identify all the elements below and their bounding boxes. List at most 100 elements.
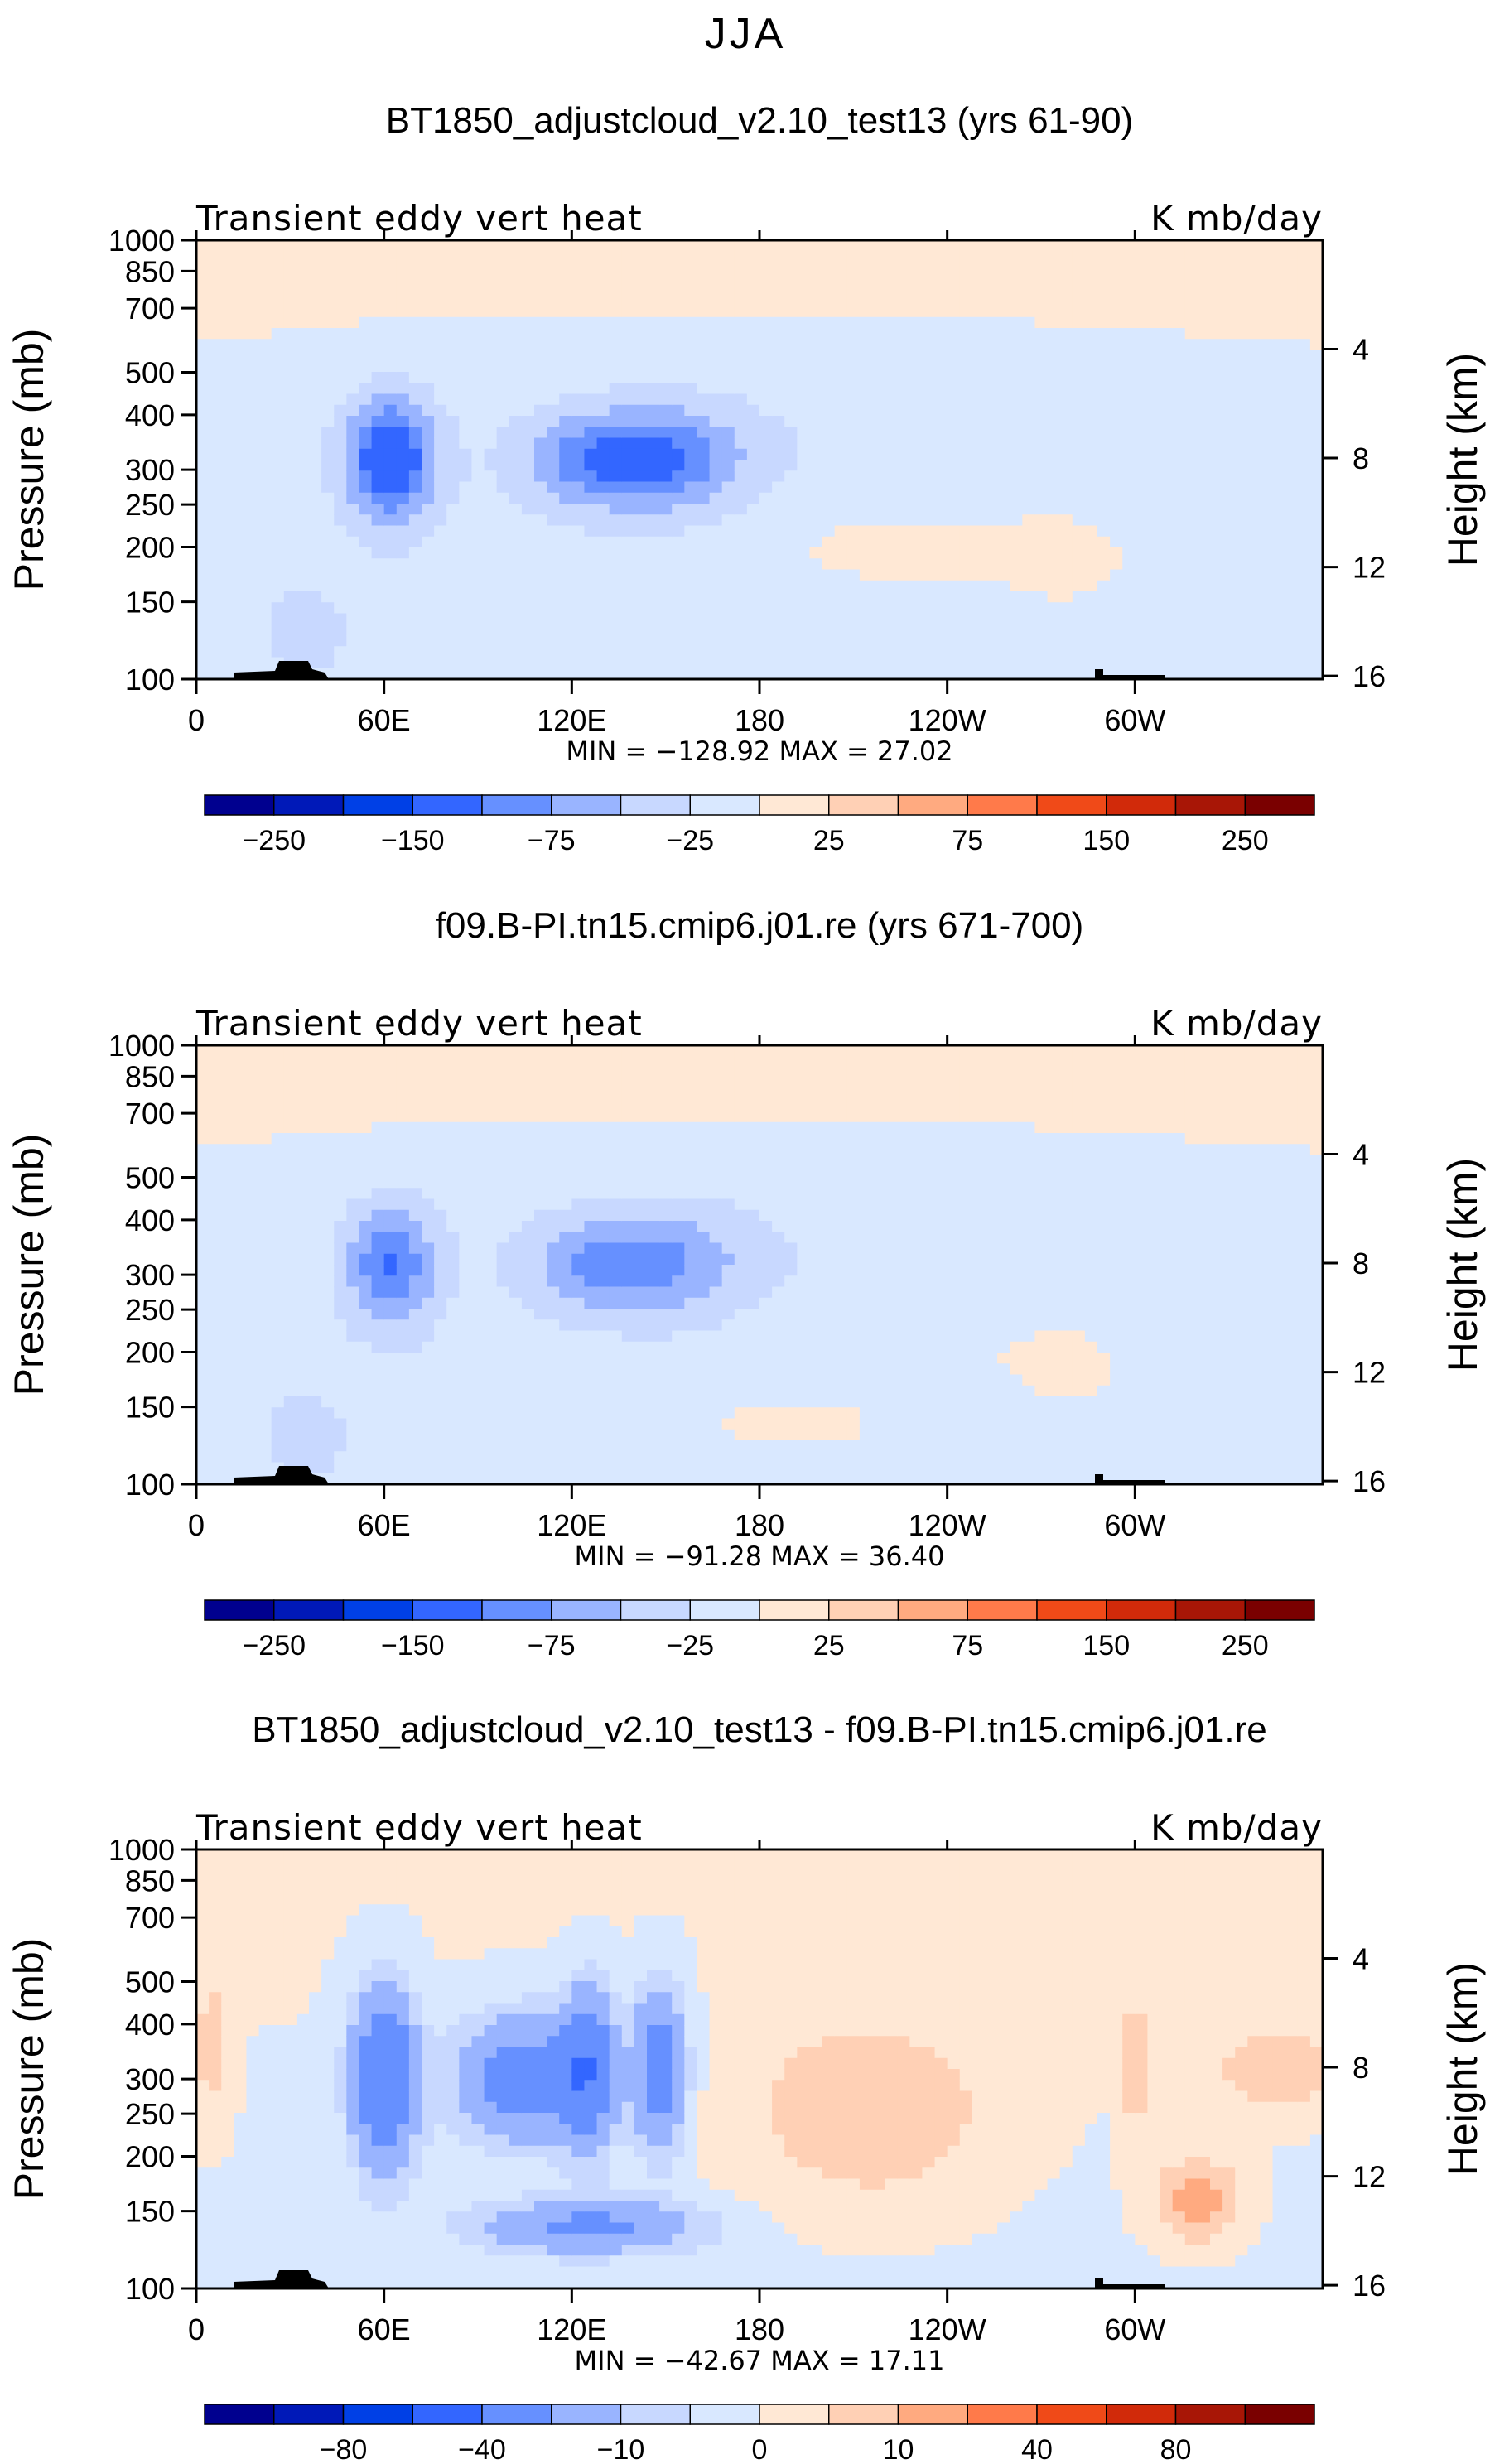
heatmap-cell [496, 1297, 510, 1309]
heatmap-cell [659, 416, 673, 427]
heatmap-cell [1160, 635, 1174, 647]
heatmap-cell [547, 1440, 560, 1452]
heatmap-cell [1222, 251, 1236, 263]
heatmap-cell [221, 624, 234, 636]
heatmap-cell [334, 1253, 347, 1266]
heatmap-cell [1084, 624, 1098, 636]
heatmap-cell [697, 591, 711, 603]
heatmap-cell [822, 393, 836, 406]
heatmap-cell [1110, 602, 1123, 615]
heatmap-cell [234, 393, 248, 406]
heatmap-cell [1309, 569, 1324, 581]
heatmap-cell [209, 470, 222, 483]
heatmap-cell [321, 1385, 335, 1397]
heatmap-cell [1072, 646, 1086, 658]
heatmap-cell [997, 448, 1010, 460]
heatmap-cell [221, 470, 234, 483]
heatmap-cell [422, 1473, 435, 1485]
heatmap-cell [596, 1341, 610, 1353]
heatmap-cell [885, 591, 898, 603]
heatmap-cell [422, 1056, 435, 1068]
colorbar-swatch [481, 794, 552, 816]
heatmap-cell [571, 492, 586, 504]
y-tick-label: 100 [125, 663, 175, 697]
heatmap-cell [584, 1473, 598, 1485]
heatmap-cell [484, 1242, 498, 1255]
heatmap-cell [346, 1330, 360, 1343]
heatmap-cell [459, 1111, 473, 1123]
heatmap-cell [534, 316, 547, 329]
heatmap-cell [309, 1309, 322, 1320]
heatmap-cell [1297, 350, 1311, 362]
heatmap-cell [822, 328, 836, 340]
heatmap-cell [1297, 602, 1311, 615]
heatmap-cell [1260, 437, 1274, 450]
heatmap-cell [209, 427, 222, 439]
heatmap-cell [659, 328, 673, 340]
heatmap-cell [296, 1451, 310, 1463]
heatmap-cell [1297, 284, 1311, 296]
heatmap-cell [759, 470, 773, 483]
heatmap-cell [1160, 460, 1174, 471]
heatmap-cell [647, 295, 660, 307]
heatmap-cell [809, 668, 823, 680]
heatmap-cell [1235, 668, 1248, 680]
heatmap-cell [496, 1056, 510, 1068]
heatmap-cell [471, 1056, 485, 1068]
heatmap-cell [1297, 460, 1311, 471]
heatmap-cell [547, 372, 560, 383]
heatmap-cell [1197, 602, 1211, 615]
heatmap-cell [872, 525, 885, 538]
heatmap-cell [434, 393, 447, 406]
heatmap-cell [271, 547, 285, 559]
heatmap-cell [1072, 437, 1086, 450]
heatmap-cell [709, 525, 723, 538]
heatmap-cell [446, 514, 460, 527]
heatmap-cell [571, 657, 586, 669]
heatmap-cell [684, 404, 698, 417]
y-tick-label: 250 [125, 488, 175, 522]
heatmap-cell [359, 328, 373, 340]
heatmap-cell [909, 646, 923, 658]
heatmap-cell [872, 251, 885, 263]
heatmap-cell [471, 1221, 485, 1232]
heatmap-cell [221, 393, 234, 406]
heatmap-cell [1084, 251, 1098, 263]
heatmap-cell [571, 580, 586, 592]
heatmap-cell [734, 284, 748, 296]
heatmap-cell [885, 383, 898, 395]
heatmap-cell [1260, 481, 1274, 494]
heatmap-cell [1297, 547, 1311, 559]
heatmap-cell [371, 525, 385, 538]
heatmap-cell [1010, 437, 1023, 450]
height-tick-label: 4 [1353, 333, 1369, 367]
heatmap-cell [985, 427, 998, 439]
heatmap-cell [283, 316, 297, 329]
heatmap-cell [571, 613, 586, 625]
heatmap-cell [1235, 240, 1248, 252]
heatmap-cell [371, 1067, 385, 1079]
heatmap-cell [872, 646, 885, 658]
heatmap-cell [647, 306, 660, 318]
heatmap-cell [246, 470, 260, 483]
heatmap-cell [446, 1275, 460, 1288]
heatmap-cell [346, 602, 360, 615]
heatmap-cell [834, 624, 848, 636]
heatmap-cell [484, 1440, 498, 1452]
heatmap-cell [271, 427, 285, 439]
heatmap-cell [534, 1341, 547, 1353]
heatmap-cell [1047, 416, 1061, 427]
heatmap-cell [1235, 295, 1248, 307]
heatmap-cell [196, 427, 210, 439]
heatmap-cell [1247, 558, 1261, 571]
heatmap-cell [621, 316, 635, 329]
heatmap-cell [985, 306, 998, 318]
heatmap-cell [271, 284, 285, 296]
heatmap-cell [734, 591, 748, 603]
heatmap-cell [246, 427, 260, 439]
heatmap-cell [559, 1396, 572, 1408]
heatmap-cell [1047, 613, 1061, 625]
heatmap-cell [584, 1385, 598, 1397]
heatmap-cell [897, 272, 910, 285]
